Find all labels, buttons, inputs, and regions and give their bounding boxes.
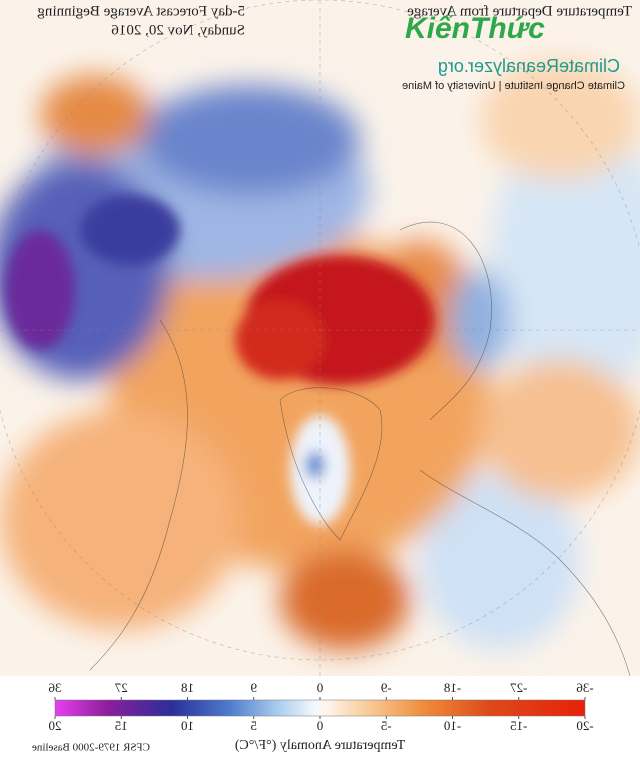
c-tick-label: 5 bbox=[251, 718, 258, 733]
title: 5-day Forecast Average Beginning bbox=[37, 3, 245, 19]
c-tick-label: -20 bbox=[576, 718, 593, 733]
watermark: KiếnThức bbox=[405, 12, 545, 45]
product: Temperature Departure from Average bbox=[407, 3, 632, 19]
f-tick-label: 0 bbox=[317, 680, 324, 695]
colorbar bbox=[54, 699, 586, 717]
map bbox=[0, 0, 640, 676]
f-tick-label: 27 bbox=[114, 680, 128, 695]
colorbar-label: Temperature Anomaly (°F/°C) bbox=[234, 738, 405, 753]
date: Sunday, Nov 20, 2016 bbox=[111, 22, 245, 38]
baseline: CFSR 1979-2000 Baseline bbox=[32, 742, 150, 754]
c-tick-label: 20 bbox=[49, 718, 62, 733]
f-tick-label: 36 bbox=[48, 680, 62, 695]
c-tick-label: 15 bbox=[115, 718, 128, 733]
c-tick-label: 0 bbox=[317, 718, 324, 733]
c-tick-label: 10 bbox=[181, 718, 194, 733]
c-tick-label: -5 bbox=[381, 718, 392, 733]
f-tick-label: 18 bbox=[181, 680, 194, 695]
f-tick-label: -18 bbox=[444, 680, 461, 695]
f-tick-label: 9 bbox=[251, 680, 258, 695]
f-tick-label: -27 bbox=[510, 680, 528, 695]
institute: Climate Change Institute | University of… bbox=[402, 80, 625, 92]
c-tick-label: -15 bbox=[510, 718, 527, 733]
f-tick-label: -9 bbox=[381, 680, 392, 695]
c-tick-label: -10 bbox=[444, 718, 461, 733]
site: ClimateReanalyzer.org bbox=[438, 56, 620, 76]
f-tick-label: -36 bbox=[576, 680, 594, 695]
